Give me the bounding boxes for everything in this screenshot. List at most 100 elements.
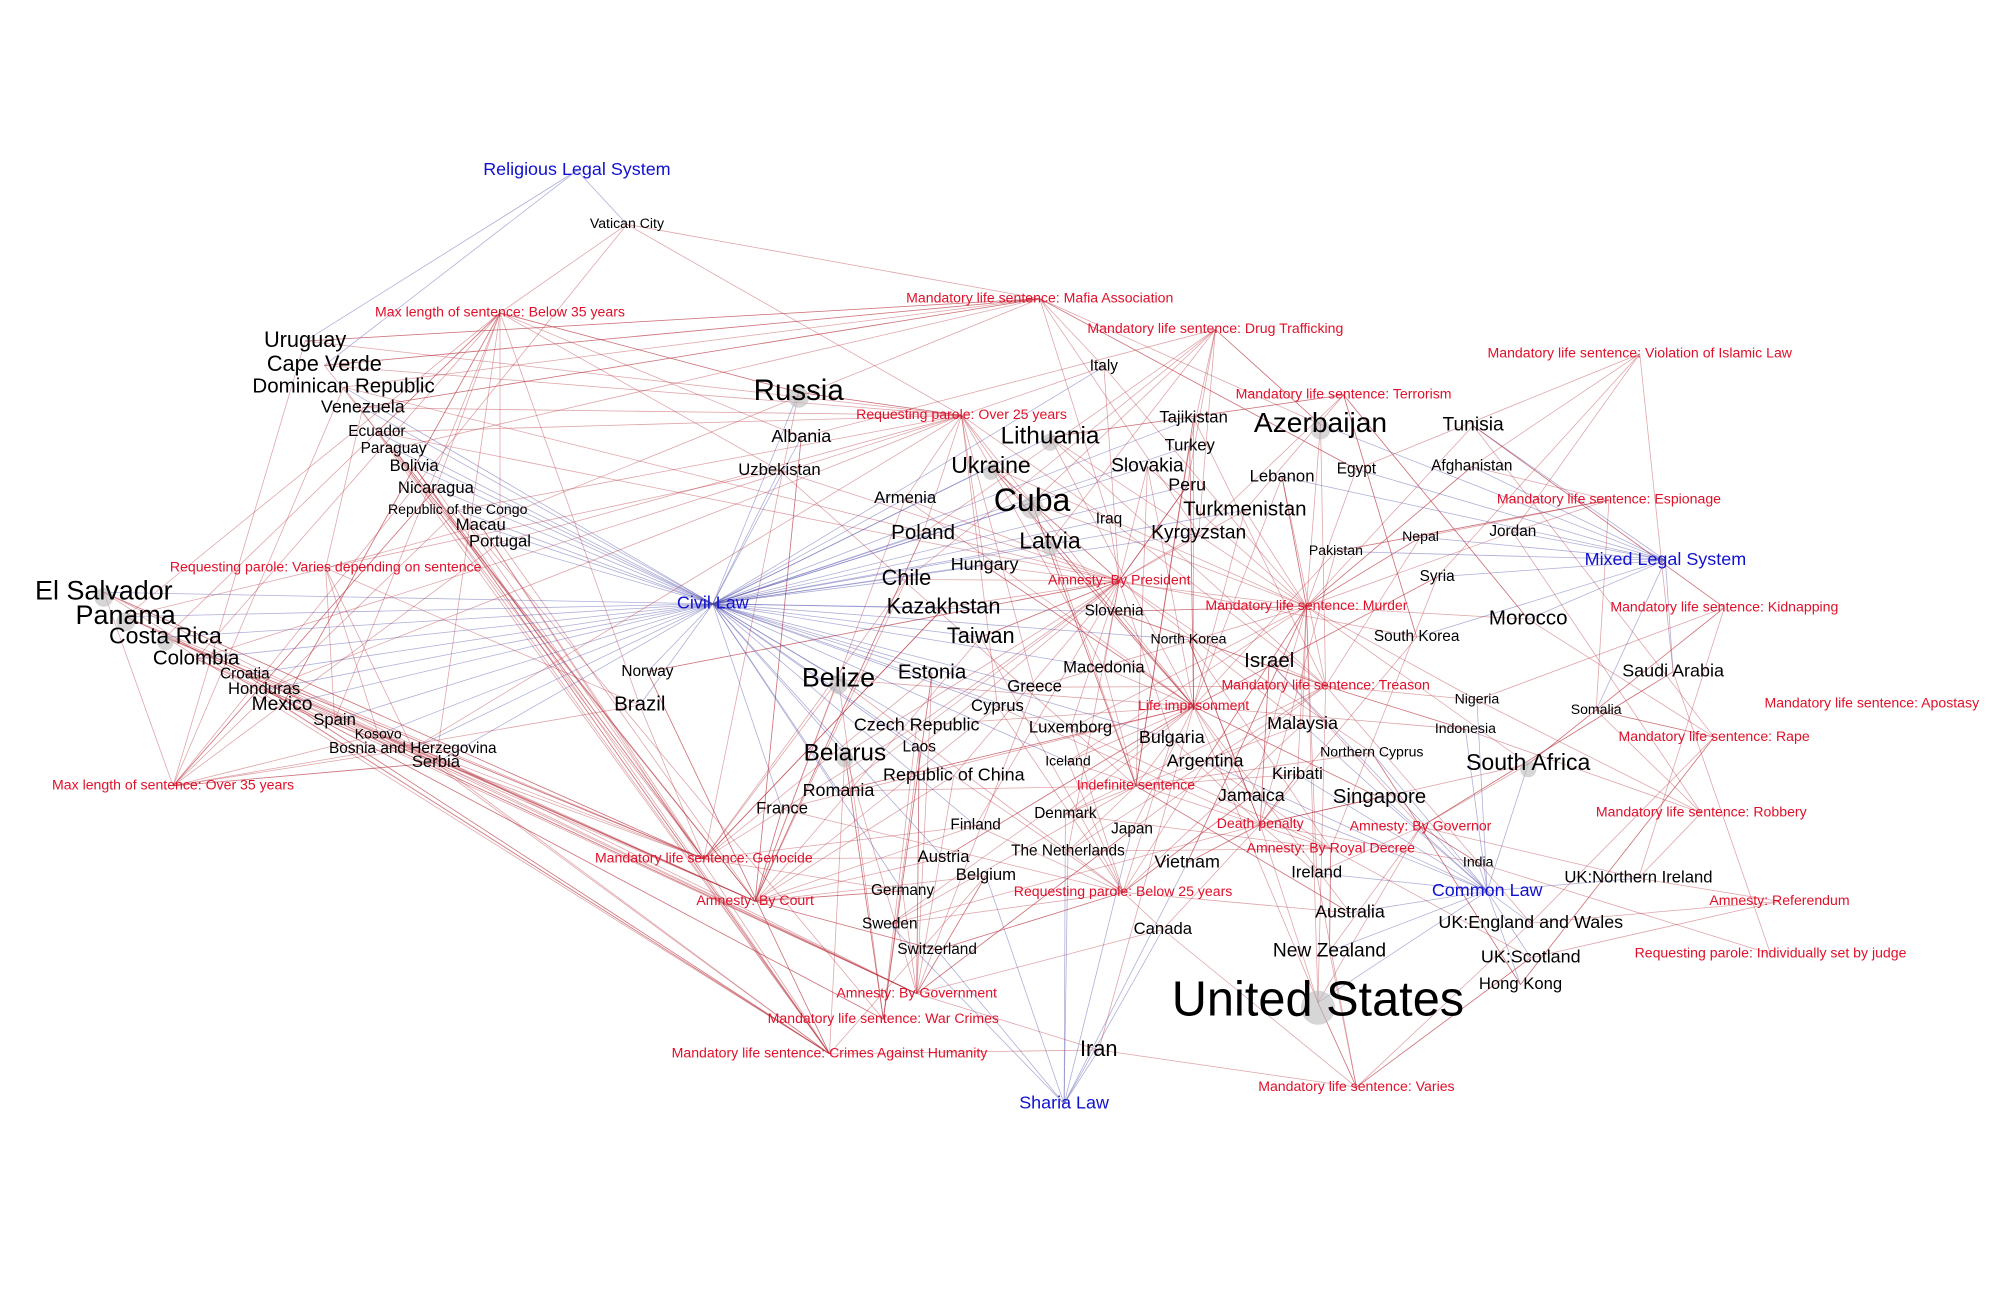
edge: [1063, 1049, 1100, 1105]
country-label: Lithuania: [1001, 423, 1100, 450]
edge: [1306, 606, 1319, 1003]
country-label: Laos: [903, 738, 937, 755]
edge: [172, 509, 458, 787]
country-label: El Salvador: [35, 575, 173, 605]
edge: [1471, 466, 1666, 561]
edge: [712, 603, 1115, 612]
edge: [173, 762, 436, 787]
edge: [281, 603, 713, 706]
edge: [647, 580, 1120, 673]
country-label: Indonesia: [1435, 720, 1496, 736]
edge: [1098, 1049, 1357, 1088]
attribute-label: Mandatory life sentence: Crimes Against …: [672, 1045, 989, 1061]
country-label: Egypt: [1337, 460, 1377, 477]
edge: [712, 603, 1104, 669]
edge: [798, 391, 962, 416]
edge: [1098, 706, 1194, 1051]
edge: [244, 674, 830, 1055]
edge: [916, 673, 933, 994]
country-label: Costa Rica: [109, 622, 222, 648]
edge: [1063, 862, 1188, 1105]
edge: [703, 679, 839, 860]
edge: [1063, 851, 1069, 1104]
country-label: Turkey: [1165, 436, 1216, 455]
country-label: Estonia: [898, 660, 967, 683]
edge: [480, 525, 830, 1055]
edge: [165, 636, 704, 860]
country-label: Greece: [1007, 677, 1062, 696]
edge: [1070, 580, 1120, 729]
attribute-label: Amnesty: By Royal Decree: [1247, 839, 1416, 855]
edge: [1187, 824, 1261, 864]
edge: [457, 415, 962, 511]
edge: [244, 674, 830, 1055]
edge: [1204, 606, 1307, 762]
node-dot: [94, 588, 114, 607]
country-label: UK:Northern Ireland: [1564, 868, 1712, 887]
edge: [1119, 580, 1373, 753]
country-label: Albania: [771, 426, 831, 446]
edge: [1188, 639, 1261, 825]
edge: [1672, 671, 1771, 954]
node-dot: [1020, 496, 1044, 519]
edge: [499, 415, 962, 543]
country-label: Taiwan: [947, 623, 1015, 648]
edge: [1135, 785, 1351, 914]
edge: [1189, 329, 1216, 447]
edge: [754, 808, 783, 902]
edge: [882, 673, 933, 1020]
edge: [647, 671, 830, 1055]
edge: [1317, 890, 1488, 1003]
edge: [378, 734, 917, 994]
edge: [1329, 848, 1332, 952]
edge: [838, 679, 884, 1020]
edge: [165, 312, 501, 638]
edge: [953, 775, 1124, 893]
attribute-label: Mandatory life sentence: Mafia Associati…: [906, 289, 1173, 305]
edge: [125, 312, 501, 617]
edge: [1122, 892, 1164, 930]
edge: [499, 312, 799, 393]
edge: [1193, 706, 1351, 914]
edge: [754, 636, 982, 902]
edge: [1335, 550, 1666, 561]
edge: [889, 924, 1065, 1105]
edge: [1416, 559, 1666, 638]
edge: [1162, 824, 1261, 930]
edge: [1114, 606, 1307, 612]
edge: [1135, 417, 1194, 786]
edge: [904, 498, 1120, 582]
edge: [1103, 667, 1194, 707]
attribute-label: Requesting parole: Individually set by j…: [1635, 945, 1907, 961]
edge: [1476, 699, 1702, 814]
edge: [904, 498, 1194, 707]
edge: [1065, 813, 1331, 850]
edge: [103, 592, 174, 787]
edge: [324, 365, 756, 902]
edge: [1596, 709, 1715, 738]
edge: [305, 298, 1040, 342]
edge: [882, 725, 918, 1020]
edge: [1259, 551, 1337, 825]
edge: [413, 466, 713, 605]
edge: [1420, 671, 1674, 828]
edge: [263, 689, 884, 1020]
edge: [343, 386, 1120, 582]
edge: [712, 532, 1199, 605]
edge: [1135, 773, 1298, 787]
country-label: UK:Scotland: [1481, 946, 1581, 966]
edge: [1259, 661, 1270, 825]
country-label: Macau: [456, 515, 506, 534]
edge: [975, 580, 1120, 826]
edge: [712, 541, 1051, 605]
edge: [1306, 424, 1321, 607]
edge: [712, 603, 1069, 762]
edge: [781, 706, 1194, 810]
edge: [997, 706, 1124, 893]
edge: [1103, 667, 1137, 786]
edge: [376, 312, 501, 433]
edge: [172, 224, 628, 787]
country-label: Malaysia: [1267, 713, 1338, 733]
edge: [639, 704, 705, 860]
edge: [755, 900, 938, 951]
